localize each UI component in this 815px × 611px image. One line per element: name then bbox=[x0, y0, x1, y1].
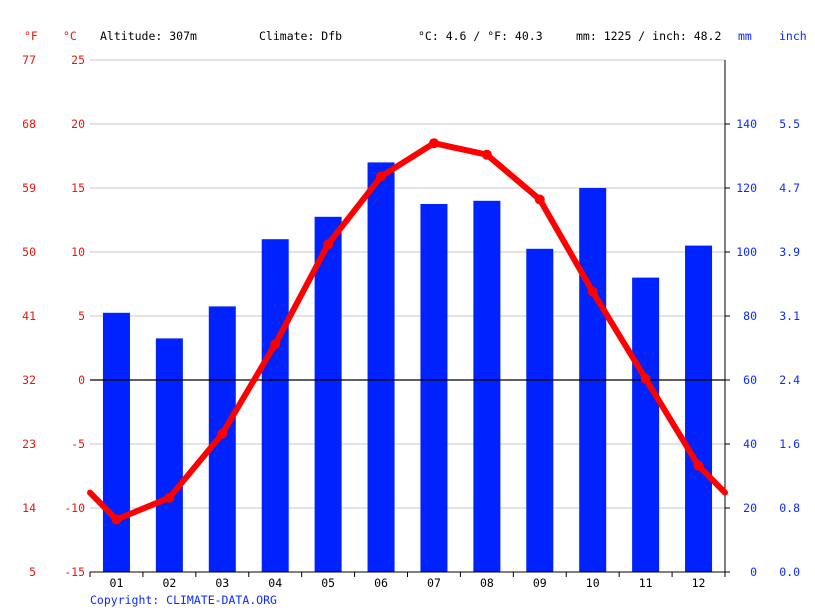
y-tick-label-c: -5 bbox=[71, 437, 85, 451]
precip-bar bbox=[261, 239, 289, 572]
y-tick-label-f: 68 bbox=[22, 117, 36, 131]
y-tick-label-c: 10 bbox=[71, 245, 85, 259]
y-tick-label-mm: 80 bbox=[743, 309, 757, 323]
y-tick-label-f: 41 bbox=[22, 309, 36, 323]
y-tick-label-inch: 3.9 bbox=[779, 245, 800, 259]
y-tick-label-c: 25 bbox=[71, 53, 85, 67]
y-tick-label-f: 14 bbox=[22, 501, 36, 515]
precip-bar bbox=[155, 338, 183, 572]
y-tick-label-inch: 4.7 bbox=[779, 181, 800, 195]
precip-bar bbox=[102, 312, 130, 572]
y-tick-label-mm: 120 bbox=[736, 181, 757, 195]
y-tick-label-mm: 140 bbox=[736, 117, 757, 131]
y-tick-label-f: 5 bbox=[29, 565, 36, 579]
temperature-line bbox=[87, 138, 728, 525]
temperature-point bbox=[534, 194, 545, 205]
x-tick-label: 05 bbox=[321, 576, 335, 590]
y-tick-label-mm: 20 bbox=[743, 501, 757, 515]
copyright-link[interactable]: Copyright: CLIMATE-DATA.ORG bbox=[90, 593, 277, 607]
x-tick-label: 10 bbox=[586, 576, 600, 590]
y-tick-label-inch: 3.1 bbox=[779, 309, 800, 323]
precip-bar bbox=[526, 248, 554, 573]
precip-total-label: mm: 1225 / inch: 48.2 bbox=[576, 29, 721, 43]
temperature-point bbox=[376, 171, 387, 182]
y-tick-label-inch: 1.6 bbox=[779, 437, 800, 451]
x-tick-label: 09 bbox=[533, 576, 547, 590]
y-tick-label-mm: 100 bbox=[736, 245, 757, 259]
temperature-point bbox=[217, 428, 228, 439]
mm-unit-label: mm bbox=[738, 29, 752, 43]
x-tick-label: 04 bbox=[268, 576, 282, 590]
axes bbox=[89, 60, 730, 577]
x-tick-label: 08 bbox=[480, 576, 494, 590]
temperature-path bbox=[87, 140, 728, 523]
temp-average-label: °C: 4.6 / °F: 40.3 bbox=[418, 29, 543, 43]
y-tick-label-f: 50 bbox=[22, 245, 36, 259]
x-tick-label: 01 bbox=[110, 576, 124, 590]
y-tick-label-mm: 60 bbox=[743, 373, 757, 387]
precip-bar bbox=[314, 216, 342, 573]
y-tick-label-c: 15 bbox=[71, 181, 85, 195]
temperature-point bbox=[428, 138, 439, 149]
x-tick-label: 02 bbox=[162, 576, 176, 590]
x-tick-label: 11 bbox=[639, 576, 653, 590]
y-tick-label-f: 32 bbox=[22, 373, 36, 387]
y-tick-label-c: -10 bbox=[64, 501, 85, 515]
precip-bar bbox=[632, 277, 660, 572]
precip-bar bbox=[473, 200, 501, 573]
temperature-point bbox=[270, 339, 281, 350]
temperature-point bbox=[323, 239, 334, 250]
precip-bar bbox=[208, 306, 236, 572]
y-tick-label-inch: 2.4 bbox=[779, 373, 800, 387]
x-tick-label: 06 bbox=[374, 576, 388, 590]
inch-unit-label: inch bbox=[779, 29, 807, 43]
gridlines bbox=[90, 59, 725, 509]
y-tick-label-f: 77 bbox=[22, 53, 36, 67]
y-tick-label-c: 0 bbox=[78, 373, 85, 387]
y-tick-label-f: 59 bbox=[22, 181, 36, 195]
y-tick-label-f: 23 bbox=[22, 437, 36, 451]
x-tick-label: 07 bbox=[427, 576, 441, 590]
precip-bar bbox=[685, 245, 713, 572]
y-tick-label-inch: 0.8 bbox=[779, 501, 800, 515]
precip-bar bbox=[420, 204, 448, 572]
y-tick-label-mm: 40 bbox=[743, 437, 757, 451]
x-tick-label: 12 bbox=[692, 576, 706, 590]
altitude-label: Altitude: 307m bbox=[100, 29, 197, 43]
y-tick-label-mm: 0 bbox=[750, 565, 757, 579]
x-tick-label: 03 bbox=[215, 576, 229, 590]
y-tick-label-c: -15 bbox=[64, 565, 85, 579]
temperature-point bbox=[111, 514, 122, 525]
precip-bar bbox=[367, 162, 395, 572]
temperature-point bbox=[587, 286, 598, 297]
f-unit-label: °F bbox=[24, 29, 38, 43]
y-tick-label-inch: 5.5 bbox=[779, 117, 800, 131]
temperature-point bbox=[640, 373, 651, 384]
y-tick-label-c: 5 bbox=[78, 309, 85, 323]
tick-labels: -15 5 -10 14 -5 23 0 32 5 41 10 50 15 59 20 68 25 77 0 0.0 2… bbox=[22, 53, 800, 590]
c-unit-label: °C bbox=[63, 29, 77, 43]
y-tick-label-inch: 0.0 bbox=[779, 565, 800, 579]
y-tick-label-c: 20 bbox=[71, 117, 85, 131]
temperature-point bbox=[693, 460, 704, 471]
precipitation-bars bbox=[102, 162, 713, 573]
temperature-point bbox=[481, 149, 492, 160]
temperature-point bbox=[164, 492, 175, 503]
climate-label: Climate: Dfb bbox=[259, 29, 342, 43]
